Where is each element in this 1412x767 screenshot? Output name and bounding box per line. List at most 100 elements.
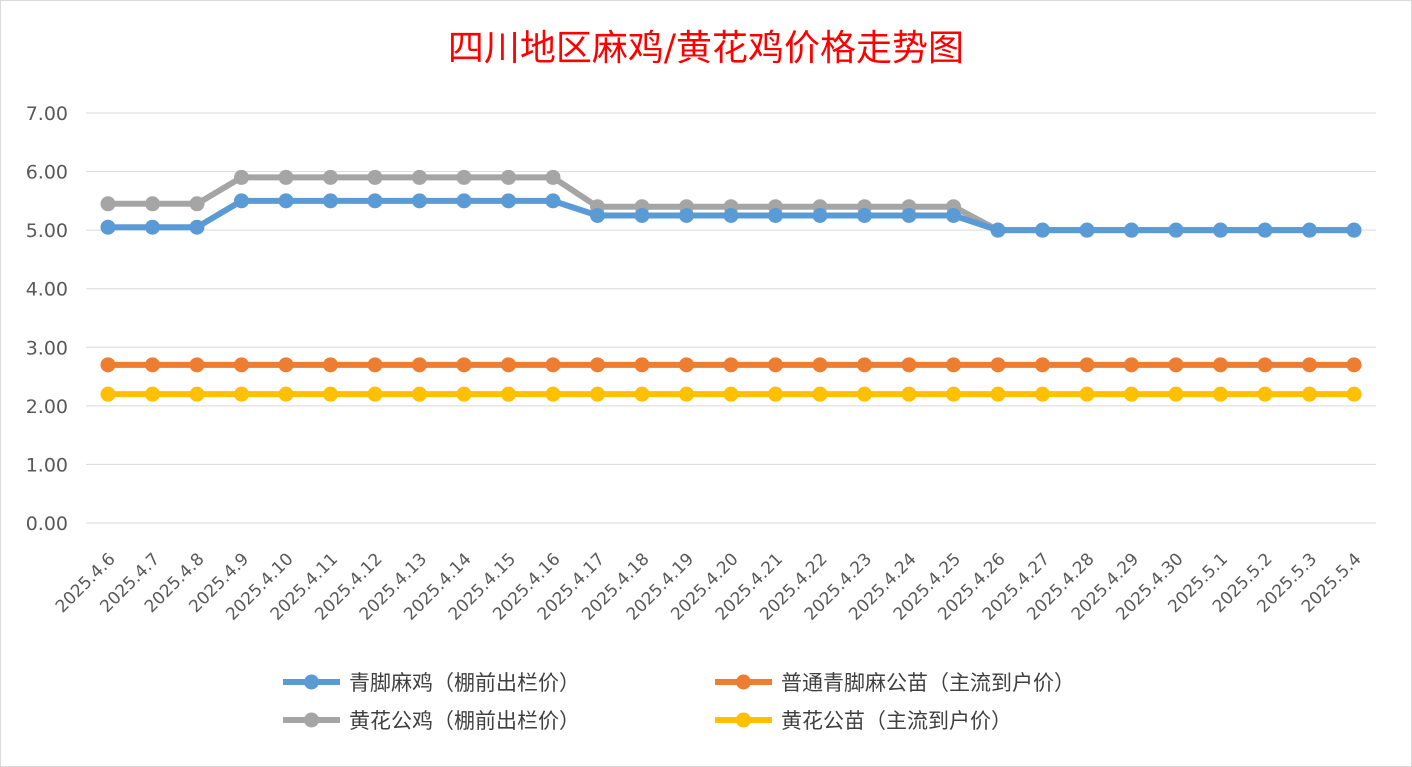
data-point xyxy=(189,386,205,402)
data-point xyxy=(145,357,160,373)
data-point xyxy=(545,357,561,373)
data-point xyxy=(1168,222,1184,238)
y-tick-label: 1.00 xyxy=(26,454,68,476)
data-point xyxy=(679,357,694,373)
legend-label: 黄花公鸡（棚前出栏价） xyxy=(349,709,580,733)
data-point xyxy=(501,386,516,402)
y-tick-label: 7.00 xyxy=(26,103,68,125)
data-point xyxy=(768,208,783,223)
data-point xyxy=(412,386,427,402)
legend-marker xyxy=(736,712,751,728)
legend-label: 黄花公苗（主流到户价） xyxy=(781,709,1012,733)
data-point xyxy=(234,386,249,402)
data-point xyxy=(1168,357,1184,373)
data-point xyxy=(367,193,383,209)
data-point xyxy=(1302,357,1317,373)
legend-label: 普通青脚麻公苗（主流到户价） xyxy=(781,671,1075,695)
data-point xyxy=(1257,357,1273,373)
data-point xyxy=(145,196,160,212)
data-point xyxy=(990,357,1006,373)
data-point xyxy=(412,357,427,373)
data-point xyxy=(812,208,828,223)
y-tick-label: 6.00 xyxy=(26,162,68,184)
series-group xyxy=(100,169,1362,402)
data-point xyxy=(323,357,338,373)
data-point xyxy=(901,208,917,223)
data-point xyxy=(367,357,383,373)
data-point xyxy=(723,386,739,402)
data-point xyxy=(456,193,472,209)
data-point xyxy=(812,357,828,373)
data-point xyxy=(857,386,872,402)
data-point xyxy=(323,386,338,402)
data-point xyxy=(456,169,472,185)
data-point xyxy=(1302,386,1317,402)
series-0 xyxy=(100,193,1362,238)
data-point xyxy=(545,193,561,209)
data-point xyxy=(234,193,249,209)
data-point xyxy=(1079,386,1095,402)
data-point xyxy=(1346,222,1362,238)
data-point xyxy=(723,208,739,223)
legend-marker xyxy=(304,712,319,728)
data-point xyxy=(1257,222,1273,238)
data-point xyxy=(234,357,249,373)
data-point xyxy=(189,219,205,235)
data-point xyxy=(501,357,516,373)
data-point xyxy=(857,208,872,223)
data-point xyxy=(100,386,116,402)
data-point xyxy=(1079,222,1095,238)
data-point xyxy=(189,196,205,212)
data-point xyxy=(456,357,472,373)
data-point xyxy=(1213,222,1228,238)
y-axis: 0.00 1.00 2.00 3.00 4.00 5.00 6.00 7.00 xyxy=(26,103,68,535)
data-point xyxy=(501,193,516,209)
legend-label: 青脚麻鸡（棚前出栏价） xyxy=(349,671,580,695)
data-point xyxy=(590,357,605,373)
y-tick-label: 0.00 xyxy=(26,513,68,535)
data-point xyxy=(1213,357,1228,373)
data-point xyxy=(857,357,872,373)
legend-item-0: 青脚麻鸡（棚前出栏价） xyxy=(283,671,580,695)
series-1 xyxy=(100,357,1362,373)
data-point xyxy=(278,386,294,402)
data-point xyxy=(234,169,249,185)
legend-marker xyxy=(736,674,751,690)
data-point xyxy=(412,169,427,185)
data-point xyxy=(679,208,694,223)
data-point xyxy=(1124,222,1139,238)
data-point xyxy=(278,169,294,185)
data-point xyxy=(946,208,961,223)
y-tick-label: 3.00 xyxy=(26,337,68,359)
data-point xyxy=(1124,357,1139,373)
legend-item-1: 普通青脚麻公苗（主流到户价） xyxy=(715,671,1075,695)
data-point xyxy=(100,219,116,235)
data-point xyxy=(1346,386,1362,402)
data-point xyxy=(1124,386,1139,402)
data-point xyxy=(145,386,160,402)
data-point xyxy=(323,193,338,209)
data-point xyxy=(1346,357,1362,373)
data-point xyxy=(990,386,1006,402)
data-point xyxy=(100,196,116,212)
chart-title: 四川地区麻鸡/黄花鸡价格走势图 xyxy=(448,28,964,69)
data-point xyxy=(367,386,383,402)
data-point xyxy=(723,357,739,373)
legend-marker xyxy=(304,674,319,690)
y-tick-label: 2.00 xyxy=(26,396,68,418)
data-point xyxy=(901,386,917,402)
data-point xyxy=(768,386,783,402)
data-point xyxy=(946,386,961,402)
data-point xyxy=(367,169,383,185)
data-point xyxy=(545,386,561,402)
data-point xyxy=(812,386,828,402)
y-tick-label: 5.00 xyxy=(26,220,68,242)
data-point xyxy=(1035,357,1050,373)
data-point xyxy=(278,193,294,209)
data-point xyxy=(590,208,605,223)
data-point xyxy=(901,357,917,373)
data-point xyxy=(634,357,650,373)
data-point xyxy=(590,386,605,402)
data-point xyxy=(501,169,516,185)
